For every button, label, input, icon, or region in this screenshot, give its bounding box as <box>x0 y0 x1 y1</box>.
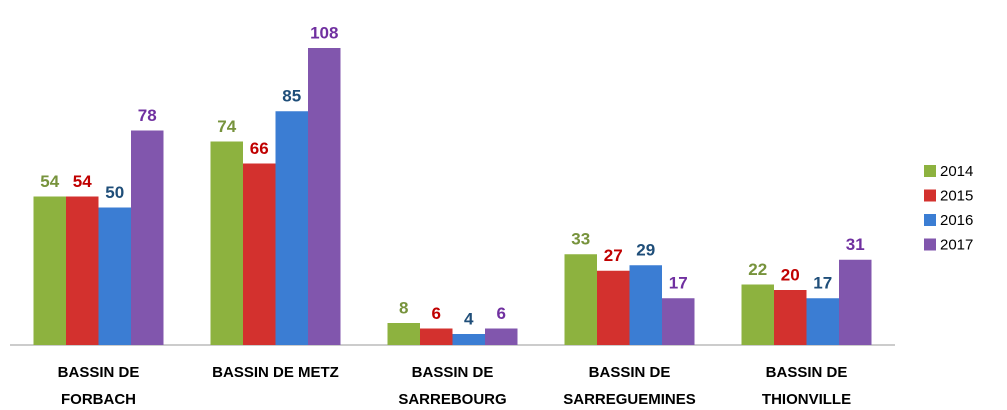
bar <box>452 334 485 345</box>
x-tick-label: BASSIN DE METZ <box>212 364 339 381</box>
legend-label: 2015 <box>940 187 973 204</box>
legend-swatch <box>924 165 936 177</box>
value-label: 85 <box>282 87 301 106</box>
value-label: 6 <box>497 304 506 323</box>
value-label: 108 <box>310 23 338 42</box>
legend-swatch <box>924 238 936 251</box>
value-label: 17 <box>669 274 688 293</box>
value-label: 54 <box>40 172 59 191</box>
legend-label: 2016 <box>940 212 973 229</box>
value-label: 22 <box>748 260 767 279</box>
bar <box>243 163 276 345</box>
bar <box>741 284 774 345</box>
value-label: 4 <box>464 309 474 328</box>
value-label: 78 <box>138 106 157 125</box>
bar <box>662 298 695 345</box>
bar <box>210 141 243 345</box>
bar <box>629 265 662 345</box>
value-label: 20 <box>781 265 800 284</box>
bar <box>275 111 308 345</box>
bar <box>597 270 630 345</box>
bar <box>420 328 453 345</box>
value-label: 29 <box>636 241 655 260</box>
value-label: 8 <box>399 298 408 317</box>
bar <box>131 130 164 345</box>
bar <box>806 298 839 345</box>
bar <box>387 323 420 345</box>
x-tick-label: BASSIN DE SARREBOURG <box>398 364 506 408</box>
legend-swatch <box>924 214 936 226</box>
x-tick-label: BASSIN DE THIONVILLE <box>762 364 851 408</box>
value-label: 50 <box>105 183 124 202</box>
legend-swatch <box>924 189 936 202</box>
legend-label: 2017 <box>940 236 973 253</box>
bar <box>308 48 341 345</box>
x-tick-label: BASSIN DE FORBACH <box>58 364 140 408</box>
bar <box>33 196 66 345</box>
value-label: 54 <box>73 172 92 191</box>
bar <box>564 254 597 345</box>
value-label: 66 <box>250 139 269 158</box>
value-label: 31 <box>846 235 865 254</box>
bar <box>839 259 872 345</box>
value-label: 33 <box>571 230 590 249</box>
bar <box>485 328 518 345</box>
value-label: 17 <box>813 274 832 293</box>
x-tick-label: BASSIN DE SARREGUEMINES <box>563 364 696 408</box>
bar <box>774 290 807 345</box>
value-label: 27 <box>604 246 623 265</box>
value-label: 6 <box>432 304 441 323</box>
legend-label: 2014 <box>940 163 973 180</box>
bar <box>98 207 131 345</box>
bar <box>66 196 99 345</box>
value-label: 74 <box>217 117 236 136</box>
